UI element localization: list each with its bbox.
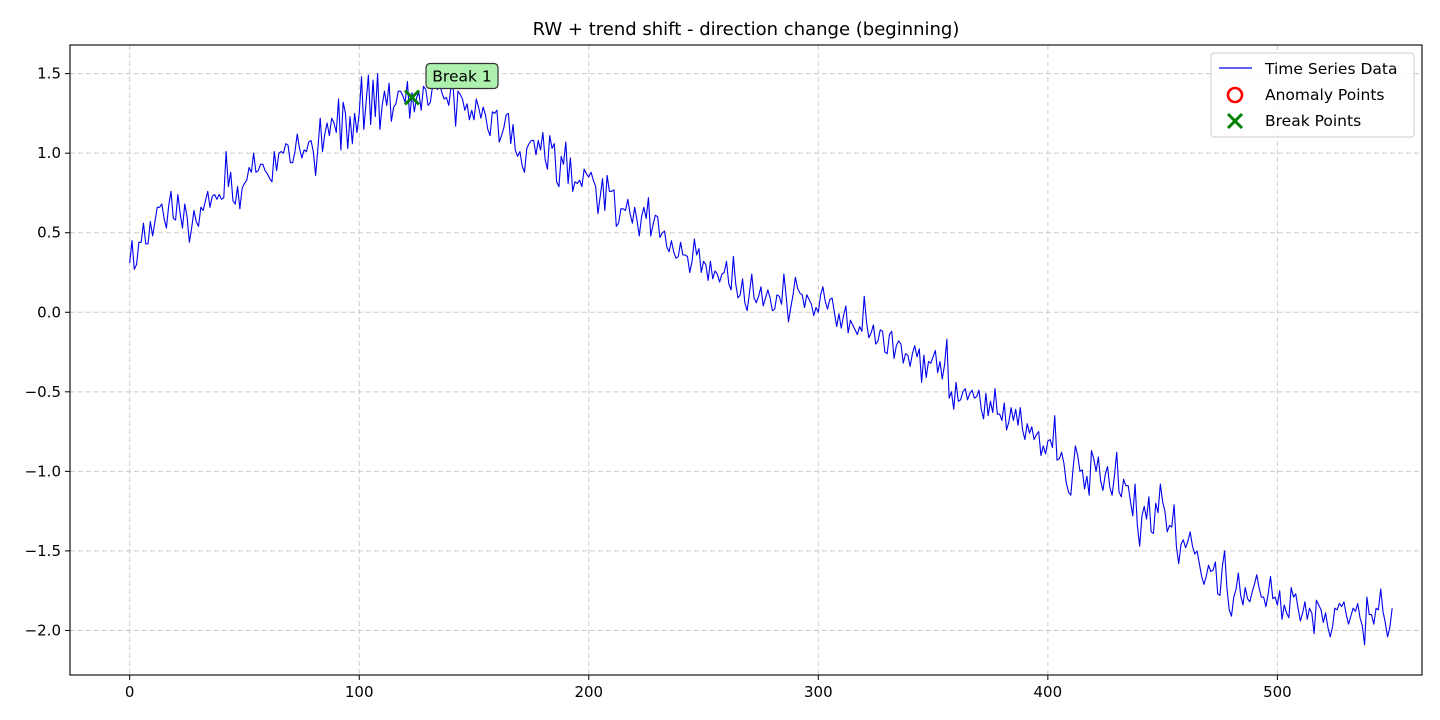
ticks: 0 100 200 300 400 500 −2.0 −1.5 −1.0 −0.5 0.0 0.5 1.… — [25, 65, 1292, 701]
y-tick-label: 0.0 — [37, 303, 61, 321]
series-line — [129, 73, 1393, 646]
legend-break-label: Break Points — [1265, 112, 1361, 130]
y-tick-label: −1.0 — [25, 462, 61, 480]
legend-series-label: Time Series Data — [1264, 60, 1397, 78]
legend-break-swatch — [1226, 112, 1244, 130]
plot-frame — [69, 44, 1423, 676]
legend-anomaly-swatch — [1226, 86, 1244, 104]
break-layer: Break 1 — [403, 62, 499, 106]
y-tick-label: 0.5 — [37, 224, 61, 242]
x-tick-label: 500 — [1263, 683, 1292, 701]
break-annotation-box — [425, 62, 499, 90]
x-tick-label: 0 — [125, 683, 135, 701]
x-tick-label: 400 — [1034, 683, 1063, 701]
x-tick-label: 200 — [574, 683, 603, 701]
series-layer — [129, 73, 1393, 646]
break-point-marker — [403, 89, 421, 106]
y-tick-label: −2.0 — [25, 621, 61, 639]
break-annotation-label: Break 1 — [432, 68, 491, 86]
y-tick-label: 1.5 — [37, 65, 61, 83]
y-tick-label: 1.0 — [37, 144, 61, 162]
legend: Time Series Data Anomaly Points Break Po… — [1210, 52, 1415, 138]
x-tick-label: 100 — [345, 683, 374, 701]
legend-anomaly-label: Anomaly Points — [1265, 86, 1384, 104]
grid — [70, 45, 1422, 675]
legend-box — [1210, 52, 1415, 138]
y-tick-label: −0.5 — [25, 383, 61, 401]
y-tick-label: −1.5 — [25, 542, 61, 560]
x-tick-label: 300 — [804, 683, 833, 701]
chart-title: RW + trend shift - direction change (beg… — [533, 19, 960, 40]
